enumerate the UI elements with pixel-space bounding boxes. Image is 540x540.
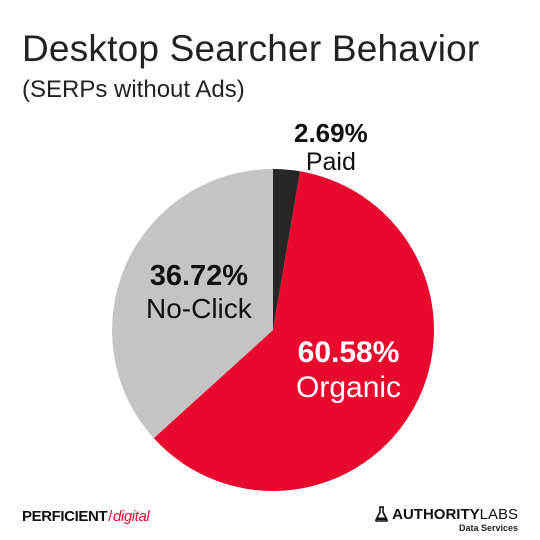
- slice-value-no-click: 36.72%: [149, 260, 249, 292]
- slice-label-paid: 2.69% Paid: [294, 120, 368, 175]
- perficient-digital-logo: PERFICIENT/digital: [22, 508, 150, 525]
- slice-name-paid: Paid: [305, 148, 356, 176]
- logo-brand-light: LABS: [479, 505, 518, 523]
- chart-title: Desktop Searcher Behavior: [22, 28, 480, 69]
- authority-labs-logo: AUTHORITY LABS Data Services: [375, 506, 518, 533]
- logo-sub-text: digital: [112, 508, 150, 525]
- pie-slice-paid: [273, 169, 301, 330]
- pie-slice-no-click: [112, 168, 274, 439]
- slice-value-paid: 2.69%: [294, 118, 368, 148]
- logo-tagline: Data Services: [458, 523, 518, 533]
- slice-label-no-click: 36.72% No-Click: [146, 262, 252, 323]
- logo-brand-bold: AUTHORITY: [392, 505, 480, 523]
- logo-slash: /: [108, 508, 112, 525]
- flask-icon: [375, 506, 389, 522]
- slice-name-organic: Organic: [296, 371, 402, 404]
- slice-name-no-click: No-Click: [146, 293, 252, 324]
- chart-subtitle: (SERPs without Ads): [22, 76, 245, 103]
- pie-slice-organic: [153, 171, 435, 492]
- slice-value-organic: 60.58%: [297, 336, 400, 369]
- logo-brand-text: PERFICIENT: [22, 508, 108, 525]
- slice-label-organic: 60.58% Organic: [296, 338, 401, 403]
